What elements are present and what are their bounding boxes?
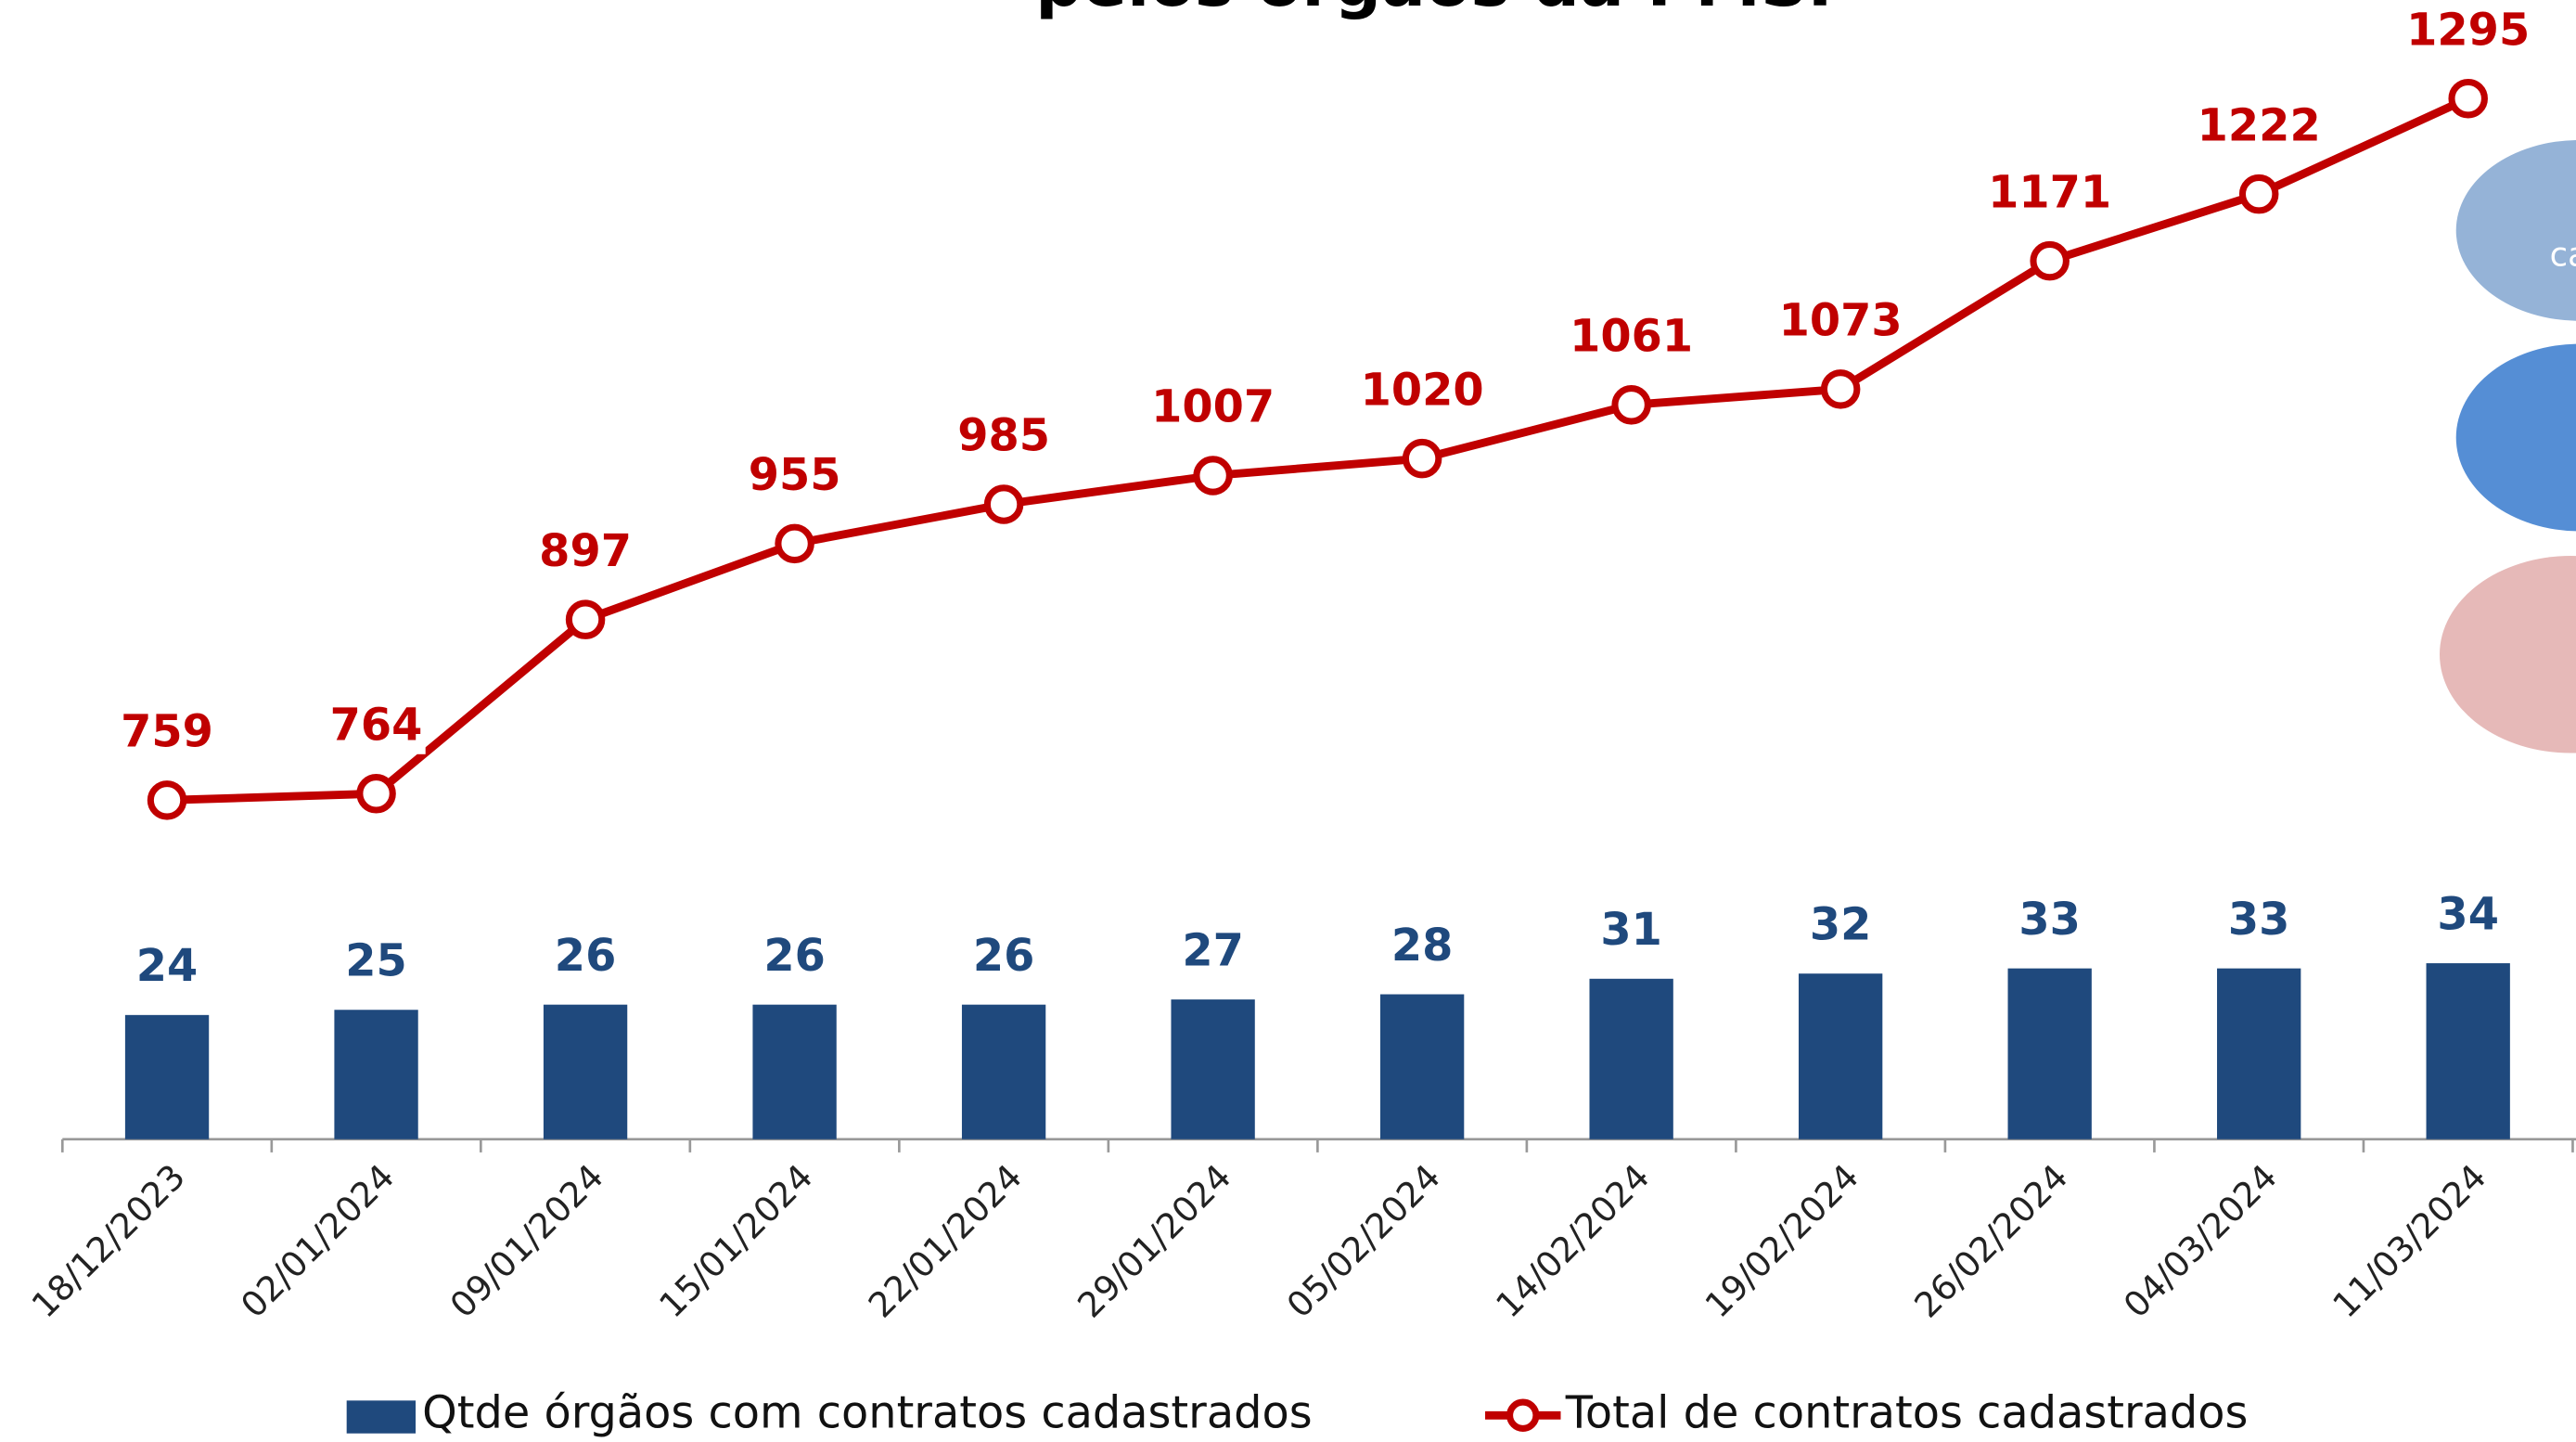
bar-value-label: 24 — [136, 941, 199, 992]
x-tick-label: 29/01/2024 — [1070, 1156, 1239, 1326]
bar — [2217, 968, 2301, 1139]
line-value-label: 764 — [330, 700, 423, 751]
line-marker — [356, 774, 396, 814]
line-value-label: 1222 — [2198, 100, 2321, 151]
label-bg — [535, 527, 635, 581]
bar — [1379, 994, 1465, 1139]
bar-value-label: 34 — [2437, 889, 2499, 940]
label-bg — [327, 702, 426, 754]
chart-title: pelos órgãos da PMSP — [1035, 0, 1856, 21]
x-tick-label: 15/01/2024 — [651, 1156, 821, 1326]
x-tick-label: 19/02/2024 — [1697, 1156, 1866, 1326]
x-tick-label: 14/02/2024 — [1488, 1156, 1658, 1326]
bar-value-label: 27 — [1182, 926, 1244, 977]
bar — [1171, 999, 1255, 1139]
bar-value-label: 32 — [1810, 900, 1872, 951]
bar-value-label: 33 — [2228, 895, 2290, 946]
line-marker — [775, 523, 814, 564]
label-bg — [954, 412, 1054, 466]
x-tick-label: 18/12/2023 — [23, 1156, 193, 1326]
line-value-label: 897 — [539, 526, 632, 577]
line-value-label: 759 — [121, 707, 213, 758]
line-marker — [983, 484, 1024, 524]
label-bg — [2210, 102, 2309, 155]
bar — [2426, 963, 2510, 1139]
x-tick-label: 04/03/2024 — [2115, 1156, 2285, 1326]
label-bg — [745, 451, 844, 505]
bar — [2007, 968, 2092, 1139]
line-marker — [147, 780, 187, 820]
legend-label: Qtde órgãos com contratos cadastrados — [422, 1387, 1312, 1438]
bar-value-label: 28 — [1391, 921, 1454, 972]
bar-value-label: 26 — [973, 931, 1035, 982]
legend-swatch-bar — [346, 1400, 417, 1434]
label-bg — [1373, 366, 1472, 419]
line-value-label: 985 — [957, 411, 1050, 462]
bar-value-label: 25 — [345, 936, 407, 987]
line-marker — [2448, 78, 2488, 119]
line — [166, 95, 2470, 805]
line-marker — [565, 599, 606, 639]
legend-swatch-marker — [1506, 1398, 1540, 1432]
bar — [543, 1004, 628, 1139]
label-bg — [117, 708, 217, 761]
x-tick-label: 22/01/2024 — [860, 1156, 1030, 1326]
decor-ellipse — [2455, 343, 2576, 532]
line-marker — [1820, 369, 1861, 409]
line-value-label: 1295 — [2406, 5, 2530, 56]
bar — [124, 1014, 210, 1139]
line-marker — [2238, 174, 2279, 214]
bar-value-label: 33 — [2019, 895, 2081, 946]
x-tick-label: 26/02/2024 — [1906, 1156, 2076, 1326]
legend-label: Total de contratos cadastrados — [1565, 1387, 2249, 1438]
label-bg — [2418, 6, 2518, 59]
decor-ellipse — [2440, 556, 2576, 753]
line-value-label: 1061 — [1570, 311, 1693, 362]
label-bg — [2000, 168, 2099, 222]
bar — [334, 1010, 418, 1139]
x-tick-label: 09/01/2024 — [442, 1156, 611, 1326]
x-tick-label: 11/03/2024 — [2325, 1156, 2494, 1326]
x-tick-label: 02/01/2024 — [233, 1156, 403, 1326]
line-value-label: 1073 — [1779, 296, 1903, 347]
side-text: ca — [2550, 237, 2576, 275]
line-value-label: 955 — [749, 450, 841, 501]
bar — [961, 1004, 1046, 1139]
line-value-label: 1020 — [1361, 365, 1484, 416]
label-bg — [1582, 313, 1681, 366]
label-bg — [1163, 383, 1262, 436]
bar — [1589, 978, 1673, 1139]
bar — [1799, 973, 1883, 1139]
line-marker — [1611, 385, 1651, 425]
line-value-label: 1007 — [1151, 382, 1275, 433]
label-bg — [1791, 297, 1890, 350]
bar-value-label: 31 — [1600, 905, 1662, 956]
bar-value-label: 26 — [555, 931, 617, 982]
line-value-label: 1171 — [1988, 167, 2111, 218]
bar-value-label: 26 — [763, 931, 826, 982]
line-marker — [1193, 456, 1233, 496]
line-marker — [2030, 240, 2070, 281]
x-tick-label: 05/02/2024 — [1278, 1156, 1448, 1326]
bar — [752, 1004, 837, 1139]
line-marker — [1402, 438, 1442, 479]
decor-ellipse — [2455, 139, 2576, 321]
